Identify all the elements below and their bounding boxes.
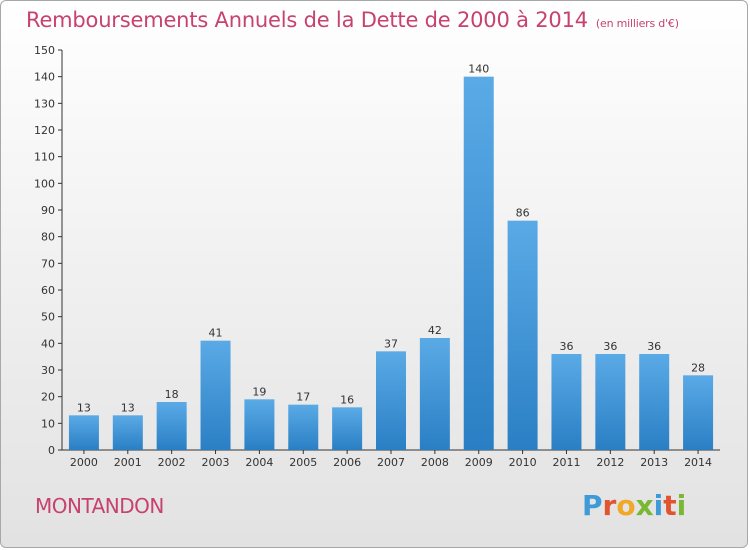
y-tick-label: 60 — [41, 284, 55, 297]
y-tick-label: 100 — [34, 177, 55, 190]
data-label-2012: 36 — [603, 340, 617, 353]
data-label-2001: 13 — [121, 401, 135, 414]
y-tick-label: 130 — [34, 97, 55, 110]
x-tick-label: 2008 — [421, 456, 449, 469]
bar-2014 — [683, 375, 714, 450]
y-tick-label: 30 — [41, 364, 55, 377]
proxiti-logo: Proxiti — [582, 489, 687, 522]
bar-2010 — [507, 220, 538, 450]
y-tick-label: 110 — [34, 151, 55, 164]
data-label-2014: 28 — [691, 361, 705, 374]
data-label-2003: 41 — [209, 327, 223, 340]
data-label-2009: 140 — [468, 63, 489, 76]
bar-2008 — [419, 338, 450, 450]
x-tick-label: 2011 — [552, 456, 580, 469]
place-name: MONTANDON — [35, 494, 164, 518]
y-tick-label: 40 — [41, 337, 55, 350]
chart-unit-note: (en milliers d'€) — [595, 17, 679, 30]
bar-2000 — [68, 415, 99, 450]
chart-title-text: Remboursements Annuels de la Dette de 20… — [26, 8, 588, 32]
x-tick-label: 2009 — [465, 456, 493, 469]
bar-2009 — [463, 76, 494, 451]
data-label-2010: 86 — [516, 207, 530, 220]
bar-2013 — [639, 354, 670, 450]
y-tick-label: 20 — [41, 391, 55, 404]
bar-2011 — [551, 354, 582, 450]
x-tick-label: 2005 — [289, 456, 317, 469]
chart-title: Remboursements Annuels de la Dette de 20… — [26, 8, 679, 32]
bar-2005 — [288, 404, 319, 450]
data-label-2013: 36 — [647, 340, 661, 353]
y-tick-label: 90 — [41, 204, 55, 217]
x-tick-label: 2006 — [333, 456, 361, 469]
data-label-2004: 19 — [252, 385, 266, 398]
y-tick-label: 80 — [41, 231, 55, 244]
data-label-2007: 37 — [384, 337, 398, 350]
y-tick-label: 120 — [34, 124, 55, 137]
data-label-2005: 17 — [296, 391, 310, 404]
x-tick-label: 2003 — [202, 456, 230, 469]
y-tick-label: 150 — [34, 44, 55, 57]
x-tick-label: 2014 — [684, 456, 712, 469]
x-tick-label: 2012 — [596, 456, 624, 469]
y-tick-label: 0 — [48, 444, 55, 457]
y-tick-label: 50 — [41, 311, 55, 324]
y-tick-label: 70 — [41, 257, 55, 270]
x-tick-label: 2002 — [158, 456, 186, 469]
chart-data-labels: 13 13 18 41 19 17 16 37 42 140 86 36 36 36 28 — [77, 63, 705, 415]
y-tick-label: 10 — [41, 417, 55, 430]
chart-bars — [68, 76, 714, 451]
x-tick-label: 2010 — [509, 456, 537, 469]
x-tick-label: 2013 — [640, 456, 668, 469]
x-tick-label: 2007 — [377, 456, 405, 469]
x-tick-label: 2004 — [245, 456, 273, 469]
bar-2002 — [156, 402, 187, 450]
bar-2007 — [376, 351, 406, 450]
data-label-2000: 13 — [77, 401, 91, 414]
bar-2012 — [595, 354, 626, 450]
data-label-2008: 42 — [428, 324, 442, 337]
data-label-2011: 36 — [559, 340, 573, 353]
data-label-2006: 16 — [340, 393, 354, 406]
bar-2004 — [244, 399, 275, 450]
bar-2006 — [332, 407, 363, 450]
x-tick-label: 2001 — [114, 456, 142, 469]
x-tick-label: 2000 — [70, 456, 98, 469]
data-label-2002: 18 — [165, 388, 179, 401]
bar-2001 — [112, 415, 143, 450]
bar-2003 — [200, 340, 231, 450]
y-tick-label: 140 — [34, 71, 55, 84]
